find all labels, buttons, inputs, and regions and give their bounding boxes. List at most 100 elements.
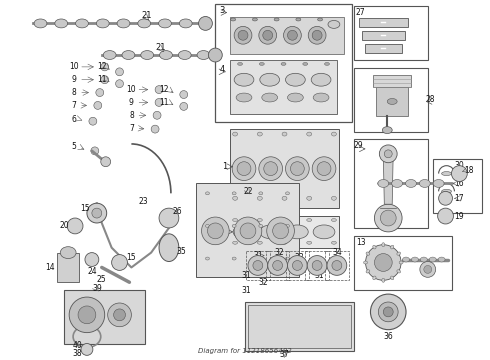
Text: 33: 33 [294, 253, 304, 262]
Text: 3: 3 [220, 6, 225, 15]
Ellipse shape [307, 196, 312, 200]
Circle shape [420, 261, 436, 277]
Ellipse shape [159, 19, 171, 28]
Circle shape [272, 261, 283, 270]
Ellipse shape [260, 73, 280, 86]
Circle shape [248, 256, 268, 275]
Text: 6: 6 [72, 115, 76, 124]
Text: 8: 8 [72, 88, 76, 97]
Ellipse shape [378, 180, 389, 188]
Ellipse shape [233, 196, 238, 200]
Ellipse shape [117, 19, 130, 28]
Ellipse shape [391, 276, 394, 280]
Ellipse shape [257, 219, 262, 221]
Polygon shape [383, 154, 393, 204]
Ellipse shape [366, 270, 370, 273]
Ellipse shape [233, 241, 238, 244]
Bar [245, 302, 354, 351]
Ellipse shape [286, 192, 290, 195]
Ellipse shape [366, 252, 370, 255]
Ellipse shape [313, 93, 329, 102]
Circle shape [308, 26, 326, 44]
Text: 16: 16 [455, 179, 464, 188]
Ellipse shape [324, 62, 329, 66]
Bar [64, 290, 145, 345]
Circle shape [374, 253, 392, 271]
Circle shape [439, 192, 452, 205]
Circle shape [151, 125, 159, 133]
Ellipse shape [259, 192, 263, 195]
Ellipse shape [412, 257, 418, 262]
Ellipse shape [382, 243, 385, 247]
Ellipse shape [313, 225, 335, 239]
Circle shape [267, 217, 294, 245]
Text: 1: 1 [221, 162, 227, 171]
Ellipse shape [160, 51, 172, 59]
Bar [57, 253, 79, 282]
Ellipse shape [373, 245, 376, 249]
Circle shape [67, 218, 83, 234]
Text: 5: 5 [72, 143, 76, 152]
Text: 13: 13 [356, 238, 366, 247]
Text: 18: 18 [465, 166, 474, 175]
Text: 15: 15 [80, 204, 90, 213]
Text: 40: 40 [72, 341, 82, 350]
Bar [266, 251, 290, 280]
Circle shape [155, 86, 163, 94]
Ellipse shape [397, 252, 400, 255]
Ellipse shape [122, 51, 135, 59]
Bar [365, 44, 402, 53]
Bar [325, 251, 349, 280]
Ellipse shape [307, 219, 312, 221]
Ellipse shape [303, 62, 308, 66]
Ellipse shape [238, 62, 243, 66]
Text: 31: 31 [253, 251, 263, 260]
Text: 35: 35 [176, 247, 186, 256]
Text: 32: 32 [258, 278, 268, 287]
Text: 23: 23 [139, 197, 148, 206]
Circle shape [92, 208, 102, 218]
Bar [354, 68, 428, 132]
Circle shape [380, 210, 396, 226]
Circle shape [259, 26, 277, 44]
Circle shape [81, 343, 93, 355]
Ellipse shape [60, 247, 76, 258]
Ellipse shape [373, 276, 376, 280]
Text: 7: 7 [72, 101, 76, 110]
Text: 28: 28 [426, 95, 436, 104]
Text: 37: 37 [280, 350, 290, 359]
Circle shape [263, 30, 272, 40]
Ellipse shape [397, 270, 400, 273]
Circle shape [366, 245, 401, 280]
Ellipse shape [420, 257, 427, 262]
Polygon shape [230, 17, 344, 54]
Ellipse shape [274, 18, 279, 21]
Circle shape [384, 150, 392, 158]
Ellipse shape [179, 19, 192, 28]
Text: 10: 10 [126, 85, 136, 94]
Bar [354, 236, 452, 290]
Circle shape [96, 89, 104, 96]
Ellipse shape [286, 257, 290, 260]
Circle shape [293, 261, 302, 270]
Ellipse shape [441, 172, 451, 176]
Circle shape [232, 157, 256, 180]
Ellipse shape [257, 132, 262, 136]
Circle shape [94, 102, 102, 109]
Bar [286, 251, 309, 280]
Circle shape [153, 111, 161, 119]
Ellipse shape [403, 257, 410, 262]
Text: 9: 9 [129, 98, 134, 107]
Bar [230, 60, 337, 114]
Circle shape [180, 91, 188, 99]
Ellipse shape [382, 278, 385, 282]
Ellipse shape [233, 132, 238, 136]
Circle shape [87, 203, 107, 223]
Circle shape [198, 17, 212, 30]
Circle shape [78, 306, 96, 324]
Circle shape [85, 253, 99, 266]
Ellipse shape [197, 51, 210, 59]
Text: 32: 32 [275, 248, 284, 257]
Circle shape [101, 76, 109, 84]
Ellipse shape [286, 73, 305, 86]
